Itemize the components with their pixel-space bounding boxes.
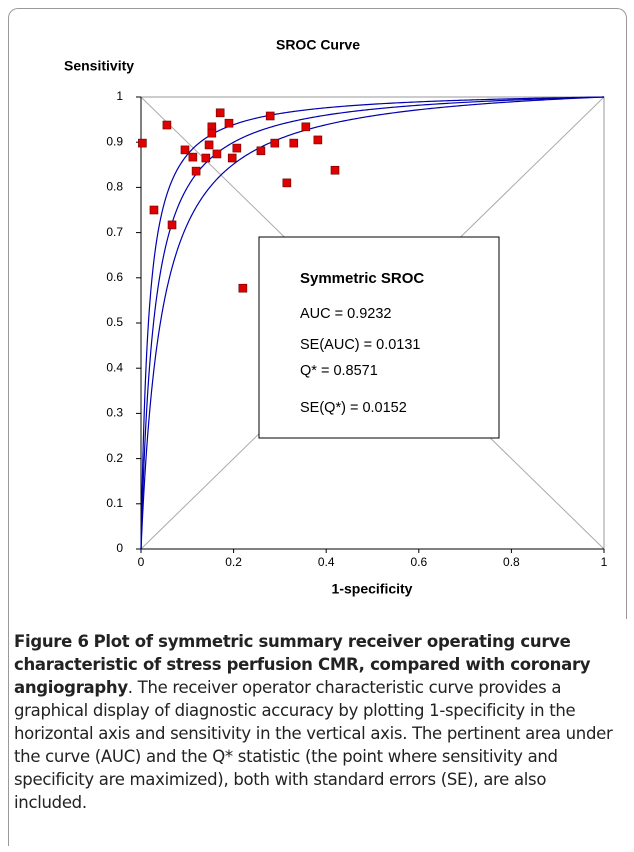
point bbox=[162, 120, 172, 130]
point bbox=[212, 149, 222, 159]
point bbox=[201, 153, 211, 163]
figure-frame-line bbox=[8, 610, 9, 846]
sroc-curve bbox=[140, 96, 605, 549]
point bbox=[232, 143, 242, 153]
y-axis-label: Sensitivity bbox=[64, 58, 134, 74]
stats-line: SE(Q*) = 0.0152 bbox=[300, 400, 407, 416]
point bbox=[330, 165, 340, 175]
caption: Figure 6 Plot of symmetric summary recei… bbox=[14, 630, 620, 814]
point bbox=[167, 220, 177, 230]
sroc-curve bbox=[140, 96, 605, 549]
point bbox=[191, 166, 201, 176]
point bbox=[256, 146, 266, 156]
stats-line: Q* = 0.8571 bbox=[300, 363, 378, 379]
sroc-curve bbox=[140, 96, 605, 549]
stats-box bbox=[258, 236, 500, 439]
point bbox=[227, 153, 237, 163]
point bbox=[188, 152, 198, 162]
point bbox=[204, 140, 214, 150]
y-tick-label: 0 bbox=[116, 541, 123, 555]
chart-title: SROC Curve bbox=[276, 37, 360, 53]
x-axis-label: 1-specificity bbox=[332, 581, 413, 597]
y-tick-label: 0.4 bbox=[106, 360, 123, 374]
x-tick-label: 0 bbox=[138, 555, 145, 569]
figure-frame bbox=[8, 8, 627, 619]
y-tick-label: 1 bbox=[116, 89, 123, 103]
point bbox=[313, 135, 323, 145]
x-tick-label: 0.4 bbox=[318, 555, 335, 569]
point bbox=[301, 122, 311, 132]
point bbox=[207, 128, 217, 138]
point bbox=[215, 108, 225, 118]
y-tick-label: 0.7 bbox=[106, 225, 123, 239]
y-tick-label: 0.9 bbox=[106, 134, 123, 148]
point bbox=[282, 178, 292, 188]
y-tick-label: 0.5 bbox=[106, 315, 123, 329]
point bbox=[180, 145, 190, 155]
y-tick-label: 0.3 bbox=[106, 406, 123, 420]
y-tick-label: 0.8 bbox=[106, 180, 123, 194]
point bbox=[270, 138, 280, 148]
x-tick-label: 1 bbox=[601, 555, 608, 569]
y-tick-label: 0.1 bbox=[106, 496, 123, 510]
point bbox=[224, 118, 234, 128]
point bbox=[289, 138, 299, 148]
caption-text: . The receiver operator characteristic c… bbox=[14, 678, 613, 812]
stats-line: SE(AUC) = 0.0131 bbox=[300, 337, 421, 353]
caption-title: Plot of symmetric summary receiver opera… bbox=[14, 632, 591, 697]
stats-title: Symmetric SROC bbox=[300, 270, 424, 287]
x-tick-label: 0.8 bbox=[503, 555, 520, 569]
y-tick-label: 0.6 bbox=[106, 270, 123, 284]
chart: SROC Curve Sensitivity 1-specificity 0 0.… bbox=[64, 37, 608, 597]
point bbox=[149, 205, 159, 215]
point bbox=[265, 111, 275, 121]
stats-line: AUC = 0.9232 bbox=[300, 306, 392, 322]
point bbox=[238, 283, 248, 293]
x-tick-label: 0.6 bbox=[410, 555, 427, 569]
point bbox=[138, 138, 147, 148]
y-tick-label: 0.2 bbox=[106, 451, 123, 465]
caption-label: Figure 6 bbox=[14, 632, 89, 651]
x-tick-label: 0.2 bbox=[225, 555, 242, 569]
